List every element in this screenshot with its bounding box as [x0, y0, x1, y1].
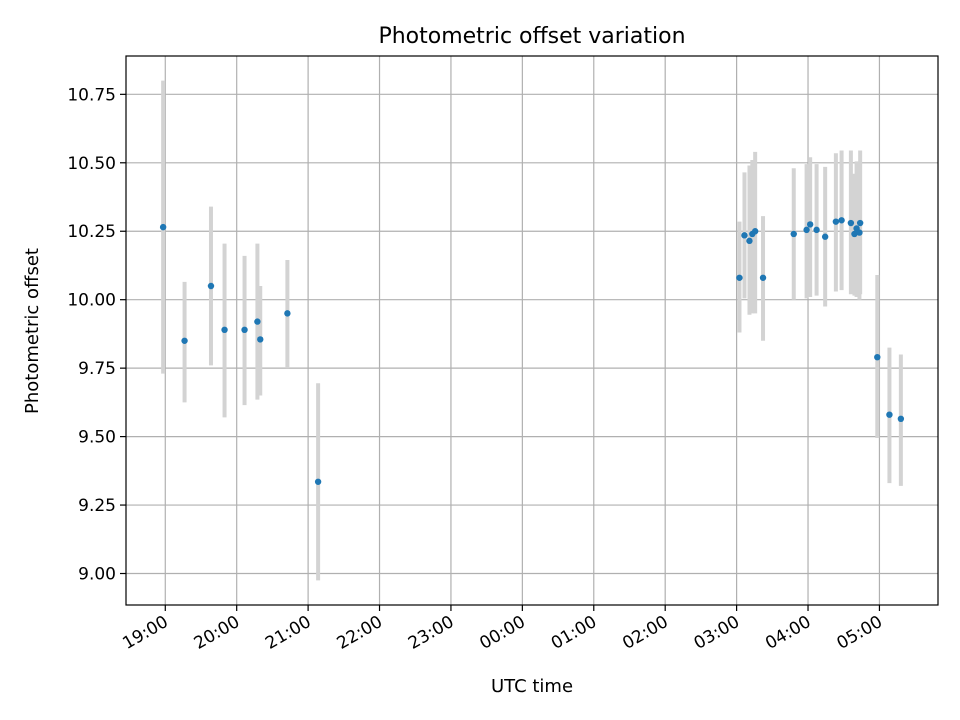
y-tick-label: 10.25 — [67, 222, 116, 242]
y-tick-label: 10.75 — [67, 85, 116, 105]
point-layer — [159, 217, 905, 485]
data-point — [181, 337, 188, 344]
data-point — [806, 221, 814, 228]
data-point — [813, 226, 820, 234]
y-tick-label: 9.00 — [78, 565, 116, 585]
data-point — [803, 226, 810, 234]
data-point — [874, 353, 881, 361]
data-point — [851, 230, 858, 238]
data-point — [790, 230, 797, 238]
y-tick-label: 10.00 — [67, 291, 116, 311]
data-point — [314, 478, 322, 485]
y-tick-label: 9.25 — [78, 496, 116, 516]
y-tick-label: 10.50 — [67, 154, 116, 174]
y-axis-label: Photometric offset — [22, 248, 43, 414]
data-point — [897, 415, 905, 423]
data-point — [257, 336, 264, 343]
x-axis-label: UTC time — [491, 676, 573, 697]
data-point — [832, 218, 840, 225]
plot-frame — [125, 55, 939, 606]
data-point — [838, 217, 845, 224]
data-point — [159, 223, 167, 231]
data-point — [254, 318, 261, 325]
y-tick-label: 9.50 — [78, 428, 116, 448]
y-tick-label: 9.75 — [78, 359, 116, 379]
data-point — [736, 274, 743, 281]
data-point — [751, 228, 759, 235]
data-point — [221, 326, 228, 334]
data-point — [847, 219, 855, 227]
chart-title: Photometric offset variation — [378, 24, 685, 49]
data-point — [759, 274, 767, 281]
data-point — [886, 411, 893, 418]
data-point — [241, 326, 248, 334]
data-point — [284, 310, 291, 317]
data-point — [207, 282, 215, 290]
grid-layer — [126, 56, 938, 605]
data-point — [746, 237, 753, 245]
data-point — [741, 232, 748, 239]
data-point — [856, 229, 863, 236]
data-point — [821, 233, 829, 240]
data-point — [856, 219, 864, 227]
